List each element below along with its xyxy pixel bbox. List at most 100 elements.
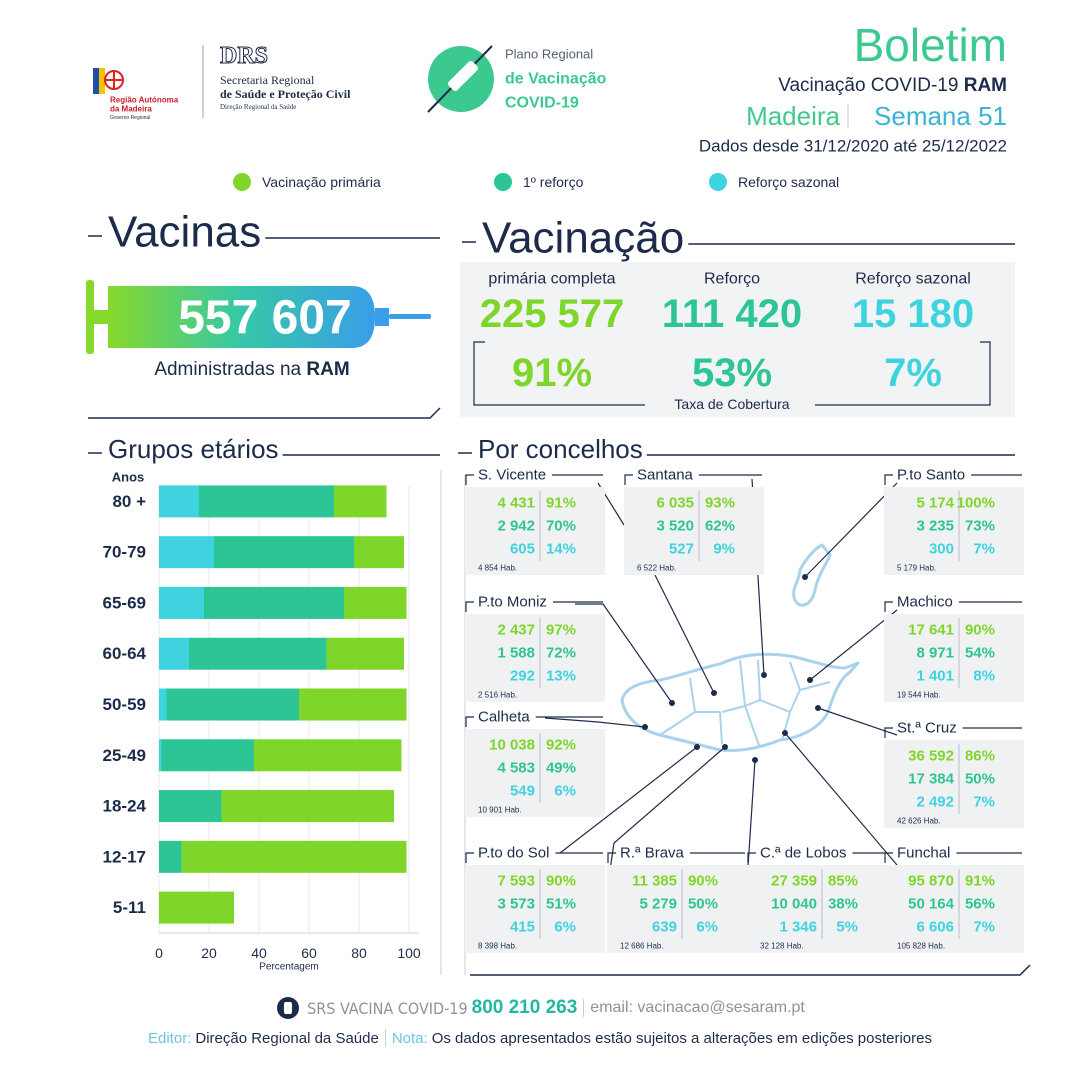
metric-label: primária completa	[488, 271, 615, 288]
card	[747, 865, 887, 953]
municipal-borders	[659, 659, 831, 749]
logo-text: DRS	[220, 43, 268, 69]
coverage: 9%	[713, 541, 735, 558]
dot	[782, 730, 788, 736]
header-rule	[465, 474, 474, 485]
syringe	[86, 280, 431, 354]
bar-segment	[214, 536, 354, 569]
coverage: 100%	[957, 495, 995, 512]
card	[465, 487, 605, 575]
dot	[669, 700, 675, 706]
logo-text: Plano Regional	[505, 47, 593, 62]
x-tick-label: 40	[251, 945, 267, 961]
hotline: 800 210 263	[471, 997, 578, 1018]
metric-coverage: 7%	[884, 351, 942, 395]
municipality-name: R.ª Brava	[620, 845, 685, 862]
drs-logo: DRS Secretaria Regional de Saúde e Prote…	[220, 43, 352, 112]
connector	[804, 482, 898, 578]
population: 4 854 Hab.	[478, 564, 517, 573]
panel	[460, 262, 1015, 417]
connector	[784, 732, 898, 866]
municipality-name: Machico	[897, 594, 953, 611]
coverage: 90%	[546, 873, 576, 890]
bar-segment	[159, 688, 167, 721]
week: Semana 51	[874, 101, 1007, 131]
count: 2 492	[916, 794, 954, 811]
card	[884, 740, 1024, 828]
coverage: 91%	[965, 873, 995, 890]
coverage: 50%	[965, 771, 995, 788]
x-tick-label: 100	[397, 945, 421, 961]
bar-segment	[159, 840, 182, 873]
vaccine-total: 557 607	[178, 292, 352, 345]
editor-label: Editor:	[148, 1029, 192, 1047]
dot	[802, 574, 808, 580]
header-rule	[624, 474, 633, 485]
section-title: Vacinas	[108, 208, 261, 257]
coverage: 49%	[546, 760, 576, 777]
municipality-name: St.ª Cruz	[897, 720, 957, 737]
logo-text: COVID-19	[505, 95, 579, 112]
coverage: 70%	[546, 518, 576, 535]
count: 8 971	[916, 645, 954, 662]
count: 4 583	[497, 760, 535, 777]
dot	[761, 672, 767, 678]
card	[465, 614, 605, 702]
email: email: vacinacao@sesaram.pt	[590, 999, 805, 1016]
logo-text: Governo Regional	[110, 115, 150, 121]
count: 10 040	[771, 896, 817, 913]
bar-segment	[199, 485, 334, 518]
coverage: 97%	[546, 622, 576, 639]
header-rule	[465, 852, 474, 863]
bar-segment	[166, 688, 299, 721]
municipality-name: C.ª de Lobos	[760, 845, 846, 862]
island-outline	[620, 652, 860, 752]
logo-shape	[93, 68, 103, 94]
coverage: 90%	[965, 622, 995, 639]
connector	[575, 603, 673, 704]
card	[465, 865, 605, 953]
x-tick-label: 0	[155, 945, 163, 961]
coverage: 91%	[546, 495, 576, 512]
legend-swatch	[233, 173, 251, 191]
coverage: 50%	[688, 896, 718, 913]
coverage: 7%	[973, 794, 995, 811]
count: 10 038	[489, 737, 535, 754]
coverage: 6%	[554, 919, 576, 936]
separator	[384, 1029, 386, 1047]
coverage: 13%	[546, 668, 576, 685]
y-tick-label: 12-17	[103, 847, 146, 866]
period: Dados desde 31/12/2020 até 25/12/2022	[699, 137, 1007, 156]
metric-coverage: 53%	[692, 351, 772, 395]
header-rule	[465, 601, 474, 612]
population: 105 828 Hab.	[897, 942, 945, 951]
connector	[817, 707, 898, 736]
count: 17 641	[908, 622, 954, 639]
footer-notes: Editor: Direção Regional da Saúde Nota: …	[0, 1027, 1080, 1049]
bar-segment	[159, 637, 189, 670]
municipality-name: P.to Moniz	[478, 594, 547, 611]
plan-logo: Plano Regional de Vacinação COVID-19	[427, 45, 607, 113]
count: 605	[510, 541, 535, 558]
connector-dots	[642, 574, 821, 763]
count: 1 346	[779, 919, 817, 936]
connector	[654, 574, 715, 694]
bar-segment	[181, 840, 407, 873]
connector	[544, 717, 646, 728]
header-rule	[465, 716, 474, 727]
coverage: 92%	[546, 737, 576, 754]
coverage: 38%	[828, 896, 858, 913]
count: 292	[510, 668, 535, 685]
logo-text: Secretaria Regional	[220, 73, 315, 87]
coverage: 73%	[965, 518, 995, 535]
coverage: 54%	[965, 645, 995, 662]
count: 300	[929, 541, 954, 558]
map	[620, 543, 860, 752]
metric-count: 15 180	[852, 292, 974, 336]
connectors	[544, 478, 898, 871]
population: 5 179 Hab.	[897, 564, 936, 573]
municipality-name: S. Vicente	[478, 467, 546, 484]
logo-shape	[99, 68, 105, 94]
y-tick-label: 60-64	[103, 644, 147, 663]
count: 11 385	[632, 873, 677, 890]
